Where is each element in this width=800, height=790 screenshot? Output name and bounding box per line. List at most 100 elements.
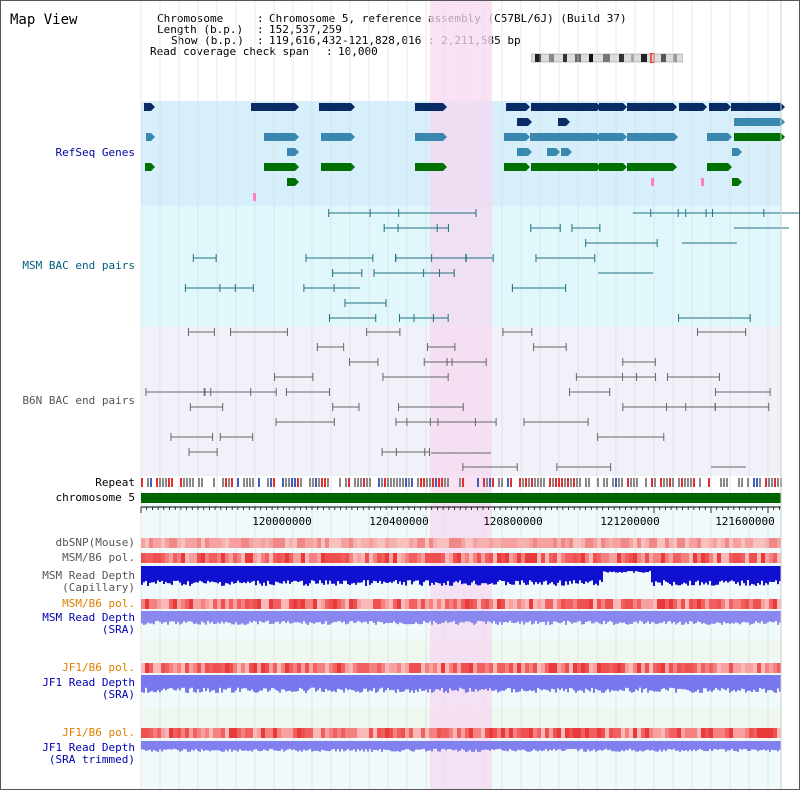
- jf1-b6-pol-2-stripe: [409, 728, 413, 738]
- jf1-b6-pol-2-stripe: [709, 728, 713, 738]
- msm-b6-pol-2-stripe: [761, 599, 765, 609]
- dbsnp-stripe: [489, 538, 493, 548]
- jf1-depth-sra-bar: [221, 675, 223, 693]
- msm-depth-capillary-bar: [571, 566, 573, 584]
- repeat-element: [300, 478, 302, 487]
- jf1-b6-pol-stripe: [549, 663, 553, 673]
- jf1-depth-sra-bar: [719, 675, 721, 691]
- jf1-depth-sra-bar: [615, 675, 617, 691]
- repeat-element: [519, 478, 521, 487]
- repeat-element: [774, 478, 776, 487]
- jf1-b6-pol-2-stripe: [389, 728, 393, 738]
- msm-depth-sra-bar: [605, 611, 607, 624]
- jf1-depth-sra-bar: [495, 675, 497, 690]
- msm-b6-pol-2-stripe: [485, 599, 489, 609]
- jf1-depth-trim-bar: [597, 741, 599, 751]
- msm-depth-sra-bar: [499, 611, 501, 623]
- dbsnp-stripe: [569, 538, 573, 548]
- jf1-depth-sra-bar: [551, 675, 553, 689]
- jf1-depth-sra-bar: [205, 675, 207, 692]
- jf1-depth-trim-bar: [483, 741, 485, 750]
- jf1-depth-trim-bar: [401, 741, 403, 751]
- msm-b6-pol-2-stripe: [433, 599, 437, 609]
- msm-depth-capillary-bar: [607, 566, 609, 573]
- jf1-depth-sra-bar: [515, 675, 517, 693]
- msm-b6-pol-2-stripe: [437, 599, 441, 609]
- msm-depth-sra-bar: [281, 611, 283, 622]
- msm-depth-capillary-bar: [221, 566, 223, 586]
- repeat-element: [243, 478, 245, 487]
- dbsnp-stripe: [149, 538, 153, 548]
- msm-b6-pol-2-stripe: [481, 599, 485, 609]
- jf1-depth-trim-bar: [153, 741, 155, 750]
- label-b6n-bac-end-pairs[interactable]: B6N BAC end pairs: [22, 394, 135, 407]
- msm-depth-capillary-bar: [485, 566, 487, 584]
- jf1-depth-trim-bar: [481, 741, 483, 751]
- jf1-depth-sra-bar: [169, 675, 171, 688]
- jf1-depth-trim-bar: [247, 741, 249, 752]
- jf1-b6-pol-stripe: [193, 663, 197, 673]
- msm-depth-capillary-bar: [509, 566, 511, 584]
- msm-depth-capillary-bar: [393, 566, 395, 582]
- msm-b6-pol-stripe: [597, 553, 601, 563]
- msm-b6-pol-2-stripe: [193, 599, 197, 609]
- msm-b6-pol-2-stripe: [429, 599, 433, 609]
- repeat-element: [429, 478, 431, 487]
- jf1-depth-trim-bar: [141, 741, 143, 750]
- msm-b6-pol-stripe: [489, 553, 493, 563]
- msm-depth-sra-bar: [469, 611, 471, 622]
- msm-b6-pol-2-stripe: [353, 599, 357, 609]
- msm-depth-sra-bar: [521, 611, 523, 622]
- msm-depth-sra-bar: [601, 611, 603, 625]
- dbsnp-stripe: [477, 538, 481, 548]
- msm-b6-pol-2-stripe: [281, 599, 285, 609]
- jf1-b6-pol-2-stripe: [429, 728, 433, 738]
- msm-b6-pol-stripe: [549, 553, 553, 563]
- dbsnp-stripe: [753, 538, 757, 548]
- msm-depth-capillary-bar: [235, 566, 237, 583]
- jf1-depth-trim-bar: [315, 741, 317, 751]
- msm-depth-sra-bar: [763, 611, 765, 624]
- jf1-b6-pol-stripe: [397, 663, 401, 673]
- jf1-depth-trim-bar: [497, 741, 499, 750]
- jf1-depth-trim-bar: [421, 741, 423, 750]
- jf1-depth-trim-bar: [359, 741, 361, 752]
- jf1-b6-pol-stripe: [369, 663, 373, 673]
- jf1-b6-pol-stripe: [325, 663, 329, 673]
- msm-b6-pol-2-stripe: [689, 599, 693, 609]
- jf1-b6-pol-2-stripe: [241, 728, 245, 738]
- msm-depth-sra-bar: [215, 611, 217, 624]
- repeat-element: [435, 478, 437, 487]
- dbsnp-stripe: [657, 538, 661, 548]
- msm-depth-sra-bar: [349, 611, 351, 622]
- msm-depth-capillary-bar: [699, 566, 701, 586]
- label-refseq-genes[interactable]: RefSeq Genes: [55, 146, 135, 159]
- label-msm-bac-end-pairs[interactable]: MSM BAC end pairs: [22, 259, 135, 272]
- jf1-b6-pol-stripe: [673, 663, 677, 673]
- msm-b6-pol-2-stripe: [685, 599, 689, 609]
- jf1-depth-trim-bar: [407, 741, 409, 749]
- msm-depth-capillary-bar: [715, 566, 717, 585]
- msm-depth-sra-bar: [439, 611, 441, 624]
- jf1-depth-sra-bar: [235, 675, 237, 691]
- jf1-b6-pol-2-stripe: [365, 728, 369, 738]
- jf1-depth-trim-bar: [461, 741, 463, 749]
- msm-b6-pol-stripe: [389, 553, 393, 563]
- jf1-depth-sra-bar: [645, 675, 647, 689]
- msm-depth-sra-bar: [479, 611, 481, 621]
- gene-bar: [599, 163, 623, 171]
- jf1-depth-sra-bar: [163, 675, 165, 689]
- msm-depth-capillary-bar: [213, 566, 215, 583]
- jf1-depth-sra-bar: [257, 675, 259, 693]
- msm-depth-capillary-bar: [325, 566, 327, 581]
- dbsnp-stripe: [417, 538, 421, 548]
- repeat-element: [777, 478, 779, 487]
- msm-depth-sra-bar: [567, 611, 569, 621]
- msm-b6-pol-stripe: [333, 553, 337, 563]
- jf1-b6-pol-stripe: [181, 663, 185, 673]
- gene-arrow: [623, 133, 627, 141]
- msm-b6-pol-stripe: [229, 553, 233, 563]
- dbsnp-stripe: [225, 538, 229, 548]
- jf1-b6-pol-stripe: [361, 663, 365, 673]
